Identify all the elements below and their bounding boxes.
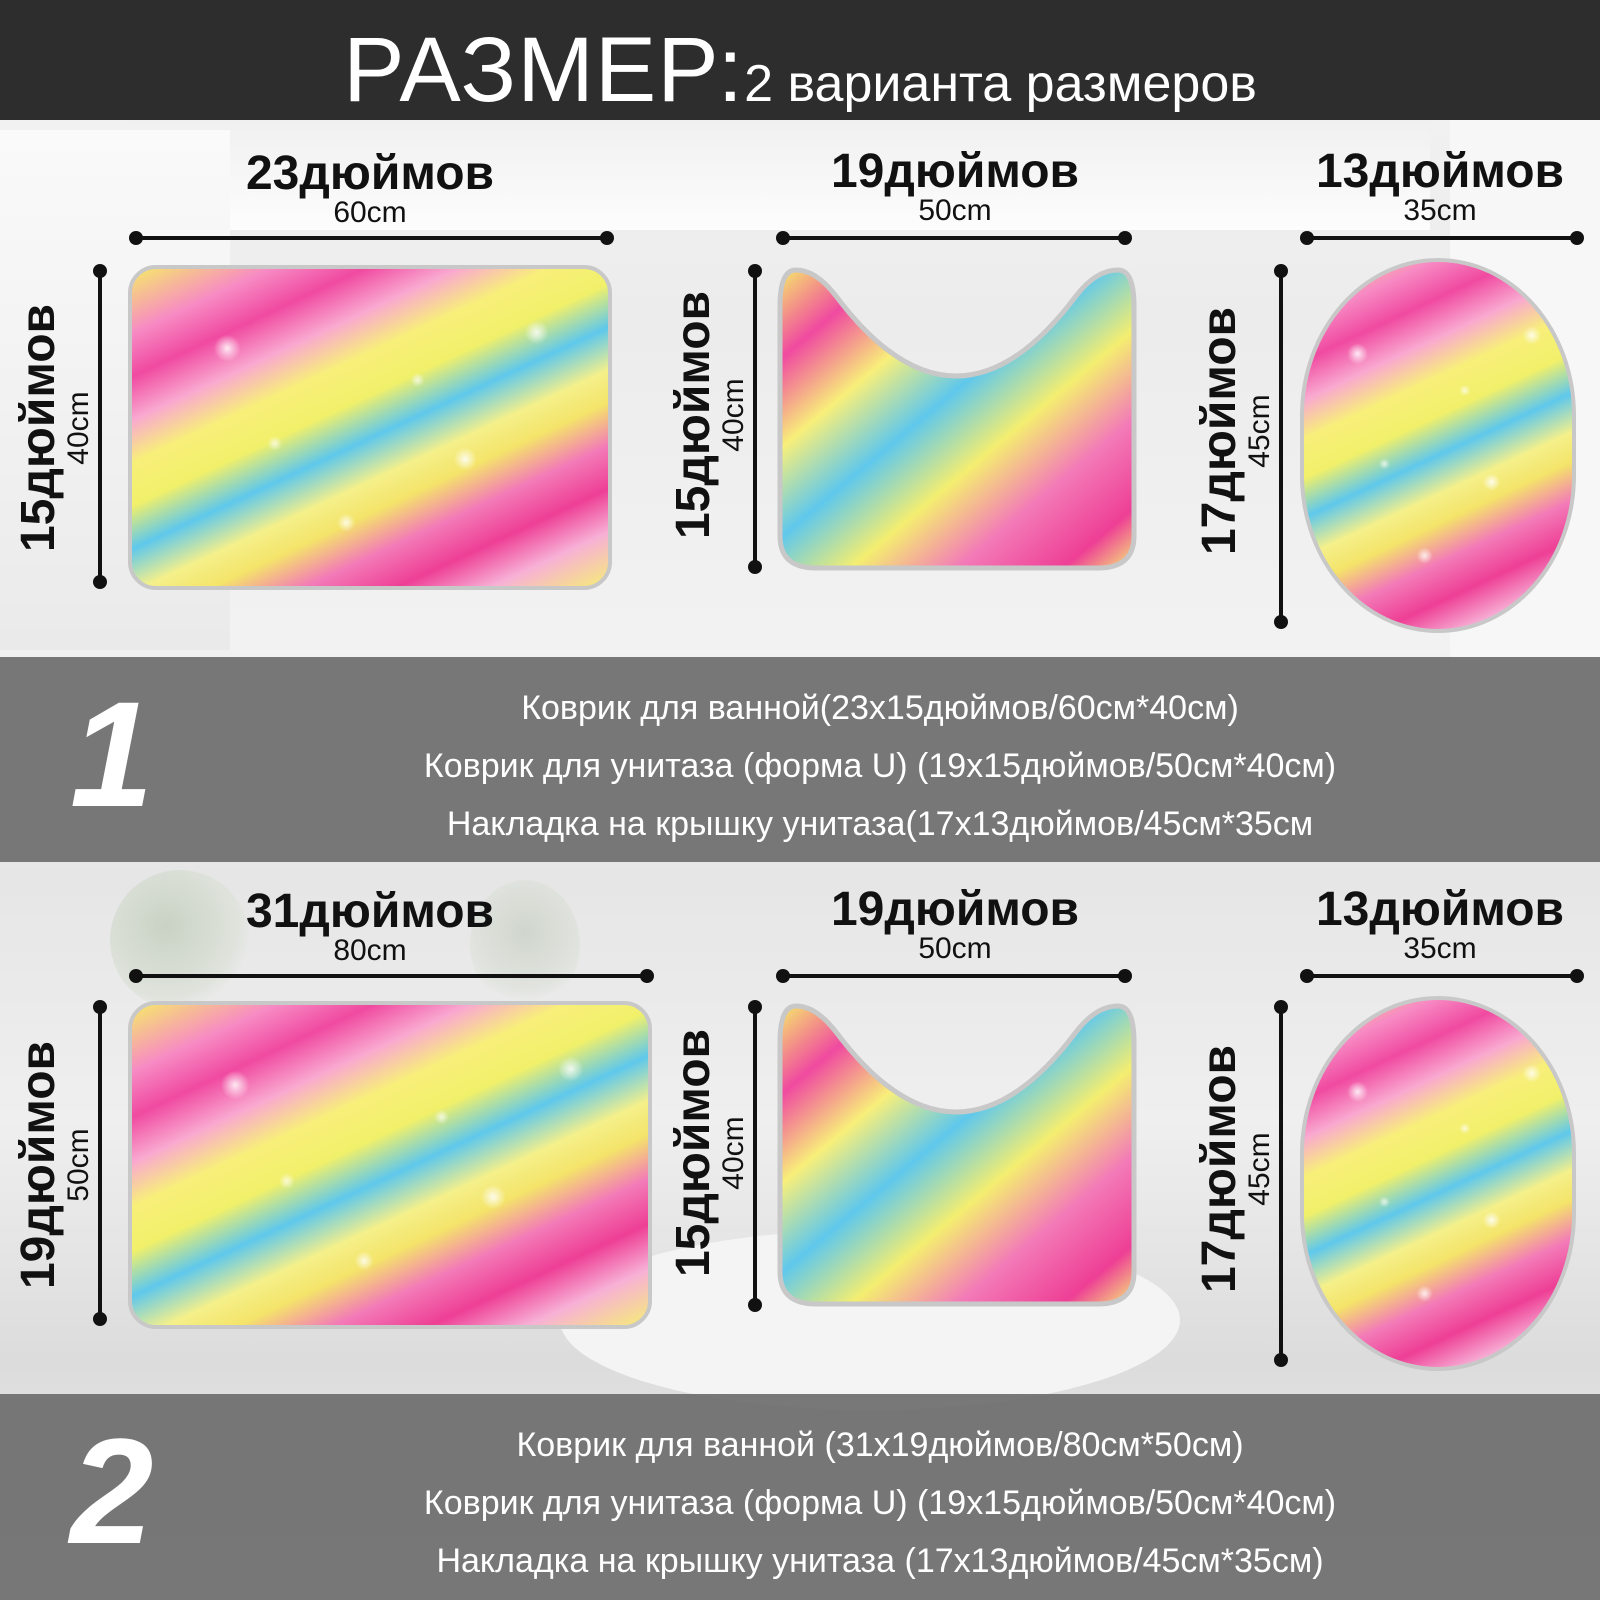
set2-u-mat-width-label: 19дюймов 50cm (770, 886, 1140, 964)
dimension-endpoint (129, 969, 143, 983)
width-cm: 35cm (1403, 932, 1477, 965)
description-line: Накладка на крышку унитаза (17x13дюймов/… (436, 1542, 1324, 1580)
dimension-endpoint (748, 1298, 762, 1312)
description-line: Коврик для ванной (31x19дюймов/80см*50см… (516, 1426, 1244, 1464)
width-cm: 35cm (1403, 194, 1477, 227)
width-inches: 19дюймов (830, 883, 1080, 936)
width-inches: 13дюймов (1315, 145, 1565, 198)
description-line: Коврик для унитаза (форма U) (19x15дюймо… (423, 747, 1337, 785)
dimension-endpoint (93, 264, 107, 278)
option-description: Коврик для ванной(23x15дюймов/60см*40см)… (230, 679, 1530, 853)
option-1-band: 1 Коврик для ванной(23x15дюймов/60см*40с… (0, 657, 1600, 862)
background-ceiling (130, 120, 1430, 230)
set2-lid-cover-width-label: 13дюймов 35cm (1290, 886, 1590, 964)
option-number: 1 (70, 670, 154, 838)
background-plant (470, 880, 580, 1010)
dimension-endpoint (1274, 1000, 1288, 1014)
set2-bath-mat-height-line (98, 1006, 102, 1320)
set1-bath-mat-width-line (135, 236, 607, 240)
height-cm: 45cm (1243, 1132, 1276, 1206)
dimension-endpoint (600, 231, 614, 245)
set1-bath-mat-height-line (98, 270, 102, 582)
dimension-endpoint (93, 575, 107, 589)
option-number: 2 (70, 1407, 154, 1575)
dimension-endpoint (1274, 1353, 1288, 1367)
width-cm: 80cm (333, 934, 407, 967)
set2-bath-mat-width-line (135, 974, 647, 978)
width-inches: 31дюймов (245, 885, 495, 938)
dimension-endpoint (1570, 969, 1584, 983)
dimension-endpoint (1118, 231, 1132, 245)
set1-u-mat (777, 267, 1137, 571)
width-cm: 50cm (918, 932, 992, 965)
title-small: 2 варианта размеров (744, 55, 1257, 113)
set1-u-mat-height-line (753, 270, 757, 568)
height-inches: 15дюймов (667, 1028, 720, 1278)
height-inches: 17дюймов (1193, 306, 1246, 556)
set1-lid-cover-height-line (1279, 270, 1283, 622)
option-2-band: 2 Коврик для ванной (31x19дюймов/80см*50… (0, 1394, 1600, 1600)
height-cm: 45cm (1243, 394, 1276, 468)
set2-u-mat-height-label: 15дюймов 40cm (667, 1013, 756, 1293)
set1-u-mat-width-label: 19дюймов 50cm (770, 148, 1140, 226)
set2-bath-mat-width-label: 31дюймов 80cm (130, 888, 610, 966)
width-inches: 23дюймов (245, 147, 495, 200)
set2-u-mat (777, 1003, 1137, 1307)
set1-lid-cover-height-label: 17дюймов 45cm (1193, 291, 1282, 571)
width-inches: 13дюймов (1315, 883, 1565, 936)
height-inches: 19дюймов (12, 1040, 65, 1290)
header-bar: РАЗМЕР:2 варианта размеров (0, 0, 1600, 123)
set2-bath-mat-height-label: 19дюймов 50cm (12, 1025, 101, 1305)
set1-bath-mat-height-label: 15дюймов 40cm (12, 288, 101, 568)
set2-lid-cover (1300, 996, 1576, 1371)
dimension-endpoint (1274, 615, 1288, 629)
title-big: РАЗМЕР: (343, 19, 745, 121)
set2-lid-cover-width-line (1306, 974, 1576, 978)
dimension-endpoint (776, 231, 790, 245)
dimension-endpoint (748, 264, 762, 278)
set2-u-mat-height-line (753, 1006, 757, 1306)
set1-lid-cover-width-label: 13дюймов 35cm (1290, 148, 1590, 226)
description-line: Коврик для унитаза (форма U) (19x15дюймо… (423, 1484, 1337, 1522)
set2-bath-mat (128, 1001, 652, 1329)
dimension-endpoint (1300, 231, 1314, 245)
background-plant (110, 870, 250, 1010)
dimension-endpoint (93, 1000, 107, 1014)
dimension-endpoint (1274, 264, 1288, 278)
dimension-endpoint (748, 560, 762, 574)
height-cm: 40cm (717, 1116, 750, 1190)
page-title: РАЗМЕР:2 варианта размеров (0, 18, 1600, 123)
set1-bath-mat (128, 265, 612, 590)
height-inches: 15дюймов (12, 303, 65, 553)
width-cm: 60cm (333, 196, 407, 229)
width-inches: 19дюймов (830, 145, 1080, 198)
dimension-endpoint (93, 1312, 107, 1326)
set1-u-mat-width-line (782, 236, 1124, 240)
dimension-endpoint (776, 969, 790, 983)
set2-lid-cover-height-line (1279, 1006, 1283, 1360)
set1-u-mat-height-label: 15дюймов 40cm (667, 275, 756, 555)
set1-lid-cover-width-line (1306, 236, 1576, 240)
height-cm: 40cm (717, 378, 750, 452)
height-inches: 15дюймов (667, 290, 720, 540)
width-cm: 50cm (918, 194, 992, 227)
set2-u-mat-width-line (782, 974, 1124, 978)
description-line: Коврик для ванной(23x15дюймов/60см*40см) (521, 689, 1239, 727)
set1-bath-mat-width-label: 23дюймов 60cm (130, 150, 610, 228)
height-inches: 17дюймов (1193, 1044, 1246, 1294)
set1-lid-cover (1300, 258, 1576, 633)
option-description: Коврик для ванной (31x19дюймов/80см*50см… (230, 1416, 1530, 1590)
dimension-endpoint (1570, 231, 1584, 245)
set2-lid-cover-height-label: 17дюймов 45cm (1193, 1029, 1282, 1309)
height-cm: 50cm (62, 1128, 95, 1202)
dimension-endpoint (1300, 969, 1314, 983)
description-line: Накладка на крышку унитаза(17x13дюймов/4… (446, 805, 1314, 843)
dimension-endpoint (1118, 969, 1132, 983)
dimension-endpoint (640, 969, 654, 983)
dimension-endpoint (748, 1000, 762, 1014)
height-cm: 40cm (62, 391, 95, 465)
dimension-endpoint (129, 231, 143, 245)
